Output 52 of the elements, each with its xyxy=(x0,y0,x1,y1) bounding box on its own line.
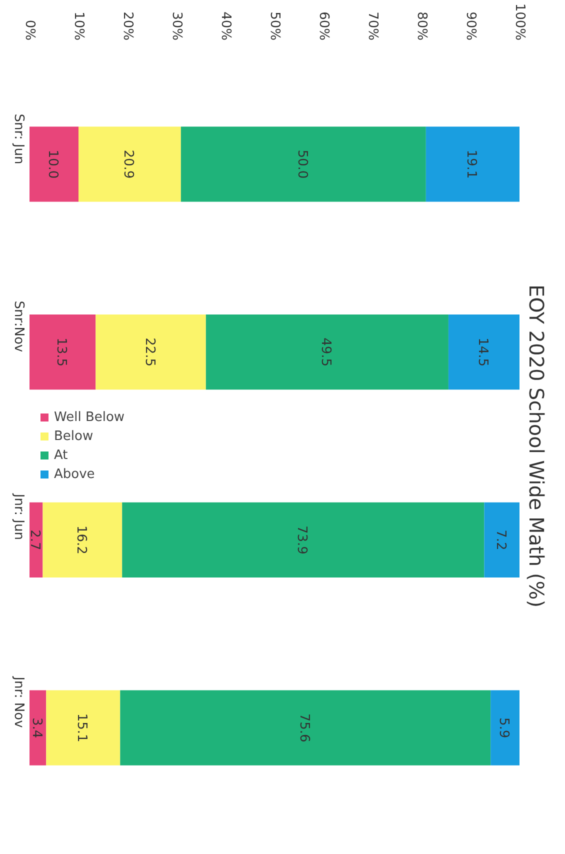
data-label: 13.5 xyxy=(54,338,69,367)
data-label: 5.9 xyxy=(496,717,512,738)
data-label: 3.4 xyxy=(28,717,44,738)
y-tick-label: Jnr: Nov xyxy=(11,676,26,728)
bar xyxy=(30,314,96,390)
bar xyxy=(122,502,484,578)
y-tick-label: Jnr: Jun xyxy=(11,492,26,540)
x-tick-label: 10% xyxy=(71,12,86,41)
text: EOY 2020 School Wide Math (%) xyxy=(524,284,548,608)
data-label: 20.9 xyxy=(120,150,136,179)
data-label: 73.9 xyxy=(294,525,310,554)
data-label: 7.2 xyxy=(492,530,508,550)
bar xyxy=(30,690,46,766)
x-tick-label: 40% xyxy=(218,12,233,41)
x-tick-label: 60% xyxy=(316,12,331,41)
bar xyxy=(96,314,206,390)
x-tick-label: 70% xyxy=(365,12,380,41)
x-tick-label: 100% xyxy=(512,3,527,41)
data-label: 10.0 xyxy=(45,150,60,179)
data-label: 2.7 xyxy=(27,530,42,550)
x-tick-label: 0% xyxy=(22,20,37,40)
data-label: 50.0 xyxy=(294,150,310,179)
data-label: 15.1 xyxy=(74,713,90,742)
bar xyxy=(30,126,78,202)
bar xyxy=(448,314,520,390)
bar xyxy=(30,502,43,578)
legend-label: Above xyxy=(54,466,95,482)
data-label: 14.5 xyxy=(474,338,490,367)
data-label: 19.1 xyxy=(464,150,479,179)
x-tick-label: 20% xyxy=(120,12,135,41)
bar xyxy=(426,126,520,202)
data-label: 16.2 xyxy=(73,525,88,554)
legend-label: Well Below xyxy=(54,410,125,424)
data-label: 49.5 xyxy=(318,338,334,367)
y-tick-label: Snr: Jun xyxy=(11,114,26,164)
bar xyxy=(484,502,520,578)
bar xyxy=(46,690,120,766)
legend-label: Below xyxy=(54,428,94,444)
x-tick-label: 90% xyxy=(463,12,478,41)
bar xyxy=(180,126,426,202)
bar xyxy=(490,690,520,766)
y-tick-label: Snr:Nov xyxy=(11,300,26,352)
x-tick-label: 80% xyxy=(414,12,429,41)
bar xyxy=(78,126,181,202)
bar xyxy=(206,314,448,390)
bar xyxy=(42,502,122,578)
x-tick-label: 30% xyxy=(169,12,184,41)
bar xyxy=(120,690,491,766)
x-tick-label: 50% xyxy=(267,12,282,41)
data-label: 75.6 xyxy=(296,713,312,742)
legend-label: At xyxy=(54,448,69,462)
data-label: 22.5 xyxy=(142,338,157,367)
